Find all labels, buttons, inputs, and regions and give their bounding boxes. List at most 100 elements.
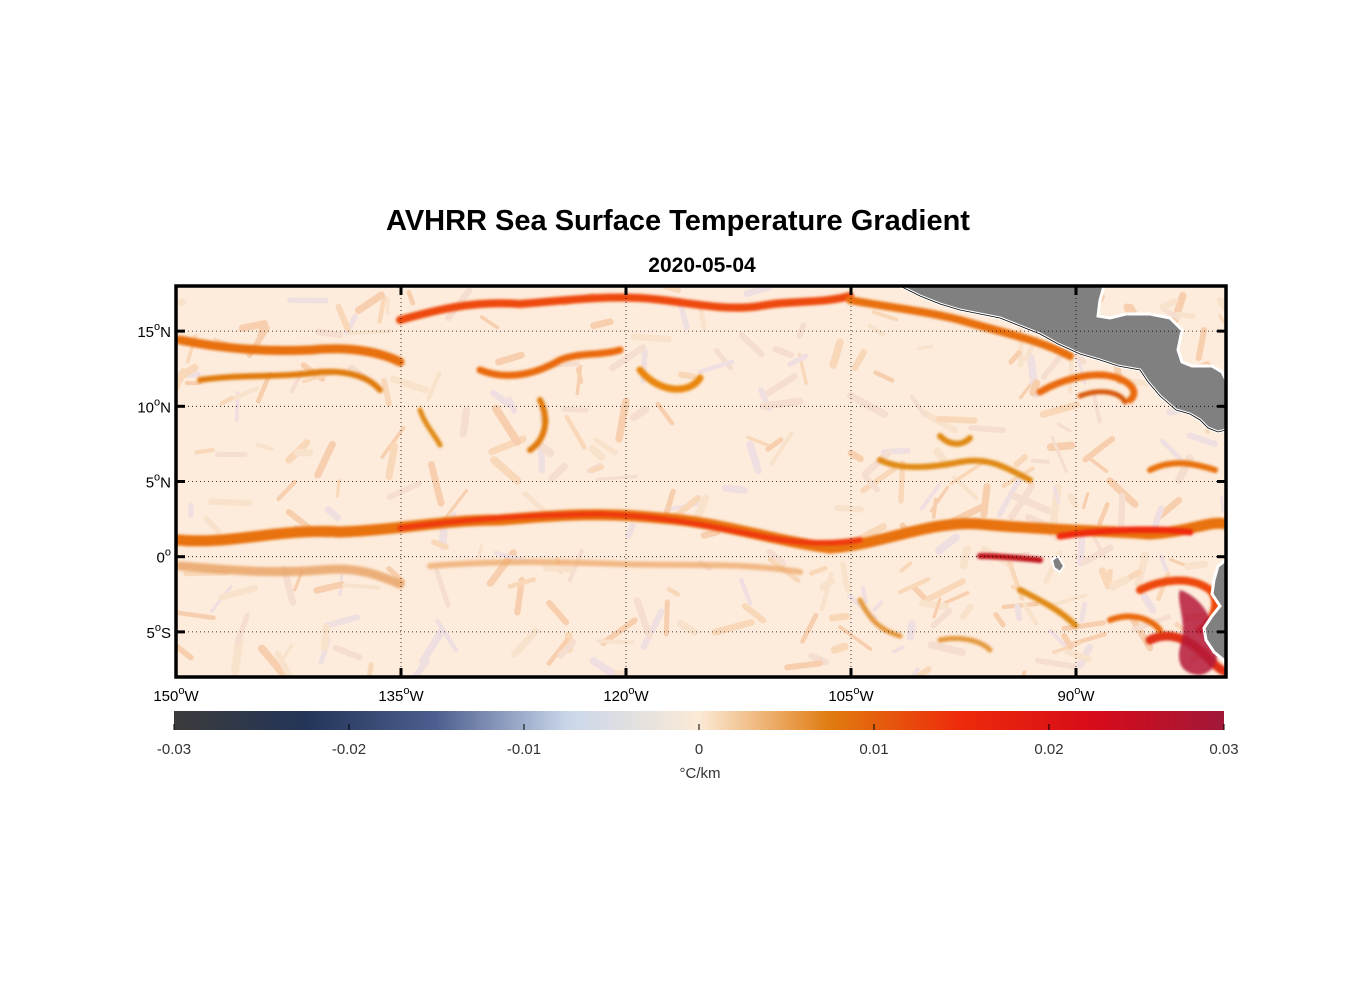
- texture-streak: [897, 577, 930, 595]
- texture-streak: [386, 566, 406, 584]
- texture-streak: [366, 662, 374, 677]
- texture-streak: [1098, 567, 1113, 590]
- texture-streak: [919, 599, 949, 610]
- lat-tick-label: 15oN: [137, 321, 171, 341]
- equatorial-front-core: [397, 511, 863, 547]
- texture-streak: [1014, 603, 1023, 622]
- texture-streak: [766, 548, 787, 567]
- south-mid-front: [1017, 587, 1078, 628]
- texture-streak: [996, 477, 1022, 518]
- mid-front-2: [937, 433, 973, 447]
- texture-streak: [859, 523, 887, 541]
- texture-streak: [808, 565, 828, 576]
- peru-high-gradient: [1179, 590, 1218, 675]
- texture-streak: [1088, 457, 1109, 473]
- texture-streak: [1013, 454, 1028, 468]
- lat-tick-label: 5oS: [147, 622, 171, 642]
- north-front-9: [1077, 389, 1128, 405]
- texture-streak: [546, 599, 570, 626]
- texture-streak: [1186, 432, 1219, 447]
- galapagos-front: [977, 553, 1043, 563]
- texture-streak: [507, 577, 536, 589]
- texture-streak: [208, 498, 253, 507]
- texture-streak: [950, 502, 988, 525]
- north-front-6: [197, 368, 383, 393]
- texture-streak: [1039, 401, 1080, 418]
- mid-front-1: [877, 457, 1033, 483]
- texture-streak: [1134, 551, 1150, 588]
- texture-streak: [546, 638, 569, 666]
- north-front-7: [527, 397, 549, 453]
- texture-streak: [993, 612, 1006, 628]
- texture-streak: [830, 642, 849, 654]
- texture-streak: [808, 652, 829, 666]
- texture-streak: [629, 405, 650, 422]
- texture-streak: [285, 509, 313, 531]
- texture-streak: [873, 370, 895, 383]
- texture-streak: [434, 568, 451, 608]
- texture-streak: [1022, 602, 1039, 626]
- latitude-tick-labels: 15oN 10oN 5oN 0o​ 5oS: [137, 321, 171, 642]
- south-america-land: [1202, 558, 1226, 664]
- texture-streak: [663, 599, 670, 637]
- texture-streak: [426, 371, 442, 402]
- peru-front-3: [1107, 613, 1163, 633]
- texture-streak: [490, 389, 513, 409]
- texture-streak: [1169, 558, 1187, 567]
- texture-streak: [218, 584, 259, 601]
- lat-tick-label: 0o​: [157, 547, 171, 567]
- texture-streak: [787, 353, 809, 367]
- texture-streak: [389, 375, 430, 394]
- colorbar-tick-label: -0.02: [332, 741, 366, 758]
- texture-streak: [929, 485, 950, 513]
- texture-streak: [1001, 601, 1039, 610]
- lon-tick-label: 90oW: [1058, 685, 1096, 705]
- texture-streak: [759, 373, 798, 400]
- texture-streak: [759, 397, 804, 410]
- texture-streak: [435, 619, 459, 653]
- texture-streak: [739, 577, 753, 606]
- texture-streak: [828, 612, 850, 622]
- texture-streak: [333, 644, 363, 661]
- texture-streak: [909, 394, 928, 418]
- texture-streak: [534, 440, 555, 457]
- texture-streak: [1174, 311, 1196, 319]
- texture-streak: [1091, 389, 1102, 424]
- texture-streak: [932, 597, 942, 619]
- texture-streak: [335, 479, 341, 498]
- texture-streak: [258, 644, 288, 677]
- texture-streak: [1030, 458, 1050, 464]
- texture-streak: [276, 479, 297, 501]
- colorbar-tick-labels: -0.03 -0.02 -0.01 0 0.01 0.02 0.03: [157, 741, 1239, 758]
- texture-streak: [1118, 492, 1126, 531]
- texture-streak: [959, 603, 974, 621]
- texture-streak: [593, 437, 619, 456]
- texture-streak: [380, 426, 406, 459]
- texture-streak: [1160, 306, 1181, 321]
- texture-streak: [234, 612, 250, 646]
- colorbar-tick-label: 0.02: [1034, 741, 1063, 758]
- texture-streak: [595, 474, 638, 482]
- map-title: AVHRR Sea Surface Temperature Gradient: [386, 205, 970, 237]
- texture-streak: [1046, 441, 1076, 452]
- texture-streak: [589, 656, 615, 677]
- texture-streak: [176, 298, 187, 307]
- texture-streak: [1195, 327, 1208, 362]
- texture-streak: [867, 323, 885, 337]
- texture-streak: [575, 364, 583, 396]
- texture-streak: [655, 401, 675, 426]
- mid-front-4: [417, 407, 443, 448]
- texture-streak: [800, 612, 819, 644]
- texture-streak: [324, 506, 342, 521]
- texture-streak: [1140, 593, 1157, 614]
- texture-streak: [1008, 482, 1036, 521]
- texture-streak: [851, 349, 867, 371]
- texture-streak: [315, 328, 344, 339]
- south-mid-front-3: [937, 635, 993, 653]
- texture-streak: [910, 667, 920, 677]
- texture-streak: [348, 329, 392, 336]
- texture-streak: [495, 351, 525, 366]
- north-front-5: [636, 366, 704, 393]
- texture-streak: [203, 516, 222, 535]
- texture-streak: [1067, 632, 1107, 647]
